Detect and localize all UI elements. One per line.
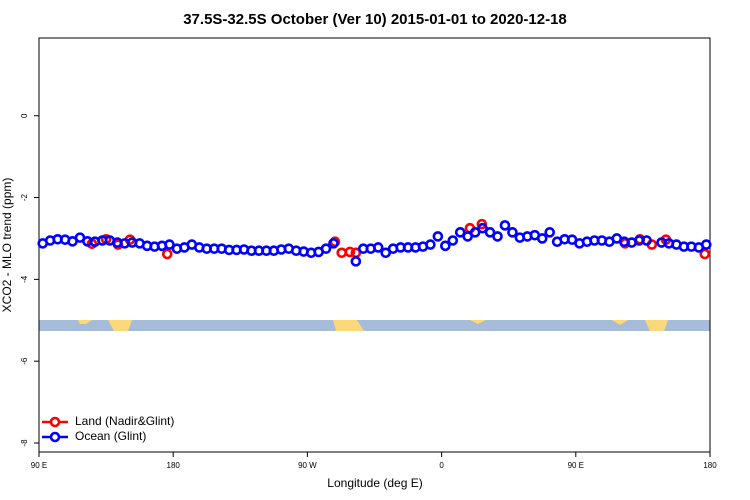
legend-marker xyxy=(49,431,61,443)
data-point xyxy=(432,231,444,242)
x-tick-label: 180 xyxy=(167,461,181,470)
y-tick-label: -8 xyxy=(20,439,29,447)
map-strip xyxy=(39,320,710,331)
data-point xyxy=(447,235,459,246)
data-point xyxy=(161,248,173,260)
data-point xyxy=(320,243,332,254)
data-point xyxy=(440,240,451,252)
x-tick-label: 90 W xyxy=(298,461,317,470)
data-point xyxy=(350,256,362,267)
legend-label: Land (Nadir&Glint) xyxy=(75,414,174,428)
x-tick-label: 0 xyxy=(439,461,444,470)
y-axis-label: XCO2 - MLO trend (ppm) xyxy=(0,178,14,313)
data-point xyxy=(336,247,347,259)
data-point xyxy=(477,222,488,234)
y-tick-label: 0 xyxy=(20,113,29,118)
x-tick-label: 90 E xyxy=(31,461,47,470)
data-point xyxy=(484,227,496,238)
data-point xyxy=(164,239,175,250)
data-point xyxy=(469,227,481,238)
data-point xyxy=(700,239,712,250)
data-point xyxy=(454,227,466,238)
data-point xyxy=(344,246,356,258)
y-tick-label: -6 xyxy=(20,357,29,365)
y-tick-label: -4 xyxy=(20,275,29,283)
data-point xyxy=(462,231,473,242)
data-point xyxy=(492,231,503,242)
x-axis-label: Longitude (deg E) xyxy=(327,476,422,490)
data-point xyxy=(536,233,548,244)
x-tick-label: 180 xyxy=(703,461,717,470)
data-point xyxy=(425,239,436,250)
legend-label: Ocean (Glint) xyxy=(75,429,146,443)
data-point xyxy=(328,238,339,249)
y-tick-label: -2 xyxy=(20,193,29,201)
chart-title: 37.5S-32.5S October (Ver 10) 2015-01-01 … xyxy=(183,11,567,28)
data-point xyxy=(499,220,511,231)
legend-marker xyxy=(49,416,61,428)
data-point xyxy=(544,227,556,238)
data-point xyxy=(372,242,384,253)
data-point xyxy=(380,247,391,259)
data-point xyxy=(699,248,711,260)
data-point xyxy=(507,227,518,238)
x-tick-label: 90 E xyxy=(568,461,584,470)
data-point xyxy=(641,235,652,246)
